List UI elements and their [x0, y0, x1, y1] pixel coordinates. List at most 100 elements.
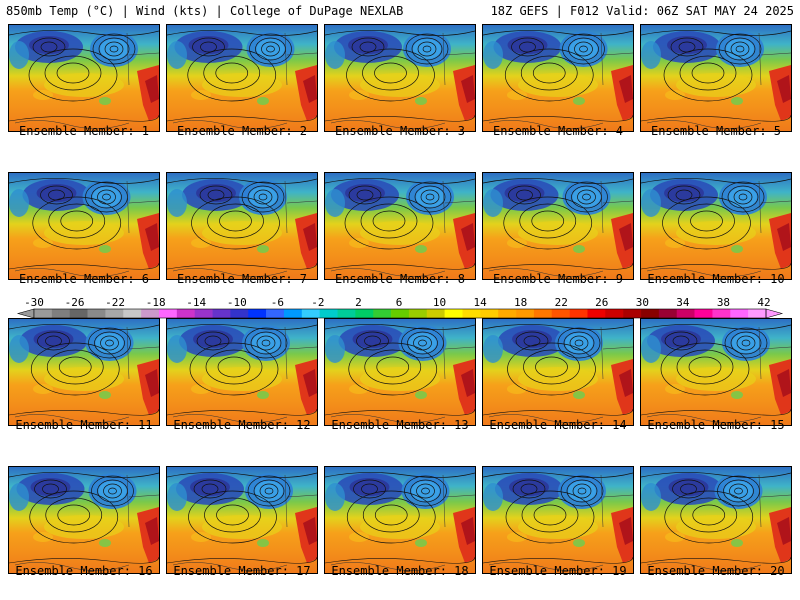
colorbar-swatch	[373, 309, 392, 318]
colorbar-tick-label: -26	[65, 296, 85, 309]
temperature-colorbar: -30 -26 -22 -18 -14 -10 -6 -2 2 6 10 14 18 22 26 30 34 38…	[16, 296, 784, 319]
colorbar-swatch	[605, 309, 624, 318]
colorbar-swatch	[676, 309, 695, 318]
ensemble-member-map	[324, 172, 476, 280]
colorbar-tick-label: -30	[24, 296, 44, 309]
colorbar-tick-label: 22	[555, 296, 568, 309]
ensemble-member-map	[166, 24, 318, 132]
colorbar-swatch	[319, 309, 338, 318]
colorbar-swatch	[444, 309, 463, 318]
colorbar-tick-label: -6	[271, 296, 284, 309]
ensemble-member-caption: Ensemble Member: 4	[492, 124, 624, 138]
colorbar-swatch	[551, 309, 570, 318]
colorbar-swatch	[248, 309, 267, 318]
colorbar-swatch	[51, 309, 71, 318]
ensemble-member-map	[8, 466, 160, 574]
colorbar-swatch	[587, 309, 606, 318]
ensemble-member-map	[166, 318, 318, 426]
colorbar-tick-label: 2	[355, 296, 362, 309]
colorbar-tick-label: 30	[636, 296, 649, 309]
colorbar-swatch	[176, 309, 195, 318]
ensemble-member-caption: Ensemble Member: 2	[176, 124, 308, 138]
ensemble-member-map	[640, 318, 792, 426]
ensemble-member-map	[8, 172, 160, 280]
colorbar-swatch	[641, 309, 660, 318]
colorbar-swatch	[34, 309, 53, 318]
ensemble-member-caption: Ensemble Member: 15	[647, 418, 785, 432]
colorbar-swatch	[533, 309, 553, 318]
colorbar-swatch	[408, 309, 428, 318]
colorbar-swatch	[283, 309, 303, 318]
colorbar-tick-label: -14	[186, 296, 206, 309]
colorbar-swatch	[623, 309, 642, 318]
colorbar-tick-label: 14	[473, 296, 487, 309]
colorbar-tick-label: 18	[514, 296, 527, 309]
colorbar-swatch	[105, 309, 124, 318]
colorbar-tick-label: 26	[595, 296, 608, 309]
colorbar-swatch	[730, 309, 749, 318]
ensemble-member-caption: Ensemble Member: 12	[173, 418, 311, 432]
ensemble-member-caption: Ensemble Member: 7	[176, 272, 308, 286]
ensemble-member-caption: Ensemble Member: 10	[647, 272, 785, 286]
colorbar-swatch	[212, 309, 231, 318]
colorbar-swatch	[498, 309, 517, 318]
colorbar-tick-label: -22	[105, 296, 125, 309]
ensemble-member-map	[640, 172, 792, 280]
colorbar-swatch	[301, 309, 320, 318]
ensemble-member-caption: Ensemble Member: 11	[15, 418, 153, 432]
ensemble-member-caption: Ensemble Member: 6	[18, 272, 150, 286]
colorbar-swatch	[694, 309, 713, 318]
ensemble-member-caption: Ensemble Member: 1	[18, 124, 150, 138]
colorbar-tick-label: -18	[146, 296, 166, 309]
ensemble-member-map	[324, 24, 476, 132]
ensemble-member-caption: Ensemble Member: 16	[15, 564, 153, 578]
colorbar-tick-label: 38	[717, 296, 730, 309]
ensemble-member-map	[482, 466, 634, 574]
ensemble-member-map	[166, 466, 318, 574]
colorbar-swatch	[569, 309, 588, 318]
ensemble-member-caption: Ensemble Member: 18	[331, 564, 469, 578]
ensemble-member-map	[482, 318, 634, 426]
colorbar-swatch	[516, 309, 535, 318]
ensemble-member-caption: Ensemble Member: 8	[334, 272, 466, 286]
ensemble-member-map	[8, 318, 160, 426]
colorbar-tick-label: 10	[433, 296, 446, 309]
colorbar-swatch	[462, 309, 481, 318]
colorbar-swatch	[712, 309, 731, 318]
ensemble-member-map	[166, 172, 318, 280]
colorbar-tick-label: 34	[676, 296, 690, 309]
colorbar-swatch	[141, 309, 160, 318]
colorbar-swatch	[337, 309, 356, 318]
ensemble-member-caption: Ensemble Member: 17	[173, 564, 311, 578]
colorbar-swatch	[391, 309, 410, 318]
colorbar-swatch	[123, 309, 142, 318]
colorbar-tick-label: 6	[396, 296, 403, 309]
colorbar-max-arrow	[765, 308, 784, 319]
ensemble-member-map	[482, 24, 634, 132]
colorbar-swatch	[230, 309, 249, 318]
colorbar-min-arrow	[16, 308, 35, 319]
colorbar-swatch	[69, 309, 88, 318]
ensemble-member-map	[324, 318, 476, 426]
ensemble-member-caption: Ensemble Member: 13	[331, 418, 469, 432]
run-valid-time: 18Z GEFS | F012 Valid: 06Z SAT MAY 24 20…	[490, 4, 794, 18]
colorbar-swatch	[194, 309, 213, 318]
colorbar-tick-label: -2	[311, 296, 324, 309]
ensemble-member-caption: Ensemble Member: 5	[650, 124, 782, 138]
ensemble-member-map	[640, 24, 792, 132]
ensemble-member-map	[324, 466, 476, 574]
colorbar-tick-label: 42	[757, 296, 770, 309]
colorbar-swatch	[266, 309, 285, 318]
product-title: 850mb Temp (°C) | Wind (kts) | College o…	[6, 4, 404, 18]
colorbar-swatch	[87, 309, 106, 318]
colorbar-swatch	[658, 309, 678, 318]
ensemble-member-caption: Ensemble Member: 14	[489, 418, 627, 432]
ensemble-member-caption: Ensemble Member: 20	[647, 564, 785, 578]
ensemble-member-map	[8, 24, 160, 132]
ensemble-member-caption: Ensemble Member: 9	[492, 272, 624, 286]
colorbar-tick-label: -10	[227, 296, 247, 309]
colorbar-swatch	[426, 309, 445, 318]
colorbar-swatch	[480, 309, 499, 318]
colorbar-swatch	[748, 309, 767, 318]
ensemble-member-caption: Ensemble Member: 3	[334, 124, 466, 138]
